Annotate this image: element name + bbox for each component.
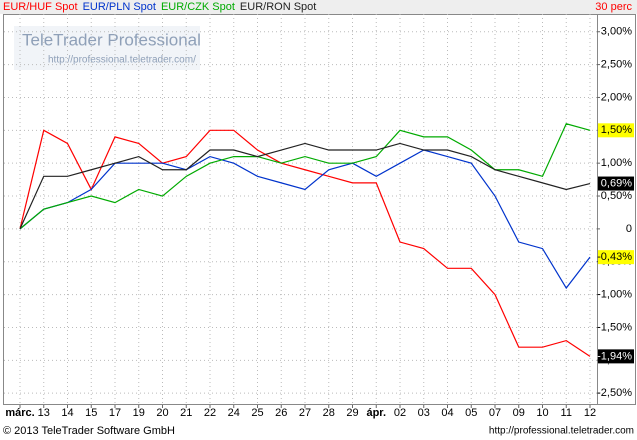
x-tick-label: 07 xyxy=(489,407,501,419)
y-tick-label: 2,00% xyxy=(601,91,632,103)
y-tick-label: 0 xyxy=(626,223,632,235)
legend-entry: EUR/CZK Spot xyxy=(161,1,235,13)
x-tick-label: 05 xyxy=(465,407,477,419)
x-tick-label: 27 xyxy=(299,407,311,419)
end-label: 1,50% xyxy=(601,124,632,136)
series-line xyxy=(19,142,591,230)
y-tick-label: -1,50% xyxy=(597,321,632,333)
x-tick-label: 15 xyxy=(85,407,97,419)
y-tick-label: 0,50% xyxy=(601,190,632,202)
end-label: -0,43% xyxy=(597,251,632,263)
footer-copyright: © 2013 TeleTrader Software GmbH xyxy=(3,425,175,437)
x-tick-label: 09 xyxy=(513,407,525,419)
header-bar xyxy=(0,0,637,14)
x-tick-label: márc. xyxy=(5,407,34,419)
legend-entry: EUR/HUF Spot xyxy=(3,1,78,13)
x-tick-label: 13 xyxy=(38,407,50,419)
end-label-box xyxy=(598,123,634,138)
end-label-box xyxy=(598,176,634,191)
x-tick-label: 20 xyxy=(156,407,168,419)
x-tick-label: 11 xyxy=(561,407,572,419)
y-tick-label: 1,00% xyxy=(601,157,632,169)
axis-frame xyxy=(597,14,636,405)
x-tick-label: 21 xyxy=(180,407,192,419)
x-tick-label: 29 xyxy=(346,407,358,419)
period-label: 30 perc xyxy=(595,1,632,13)
x-tick-label: 17 xyxy=(109,407,121,419)
x-tick-label: 10 xyxy=(536,407,548,419)
y-tick-label: 3,00% xyxy=(601,26,632,38)
watermark-url: http://professional.teletrader.com/ xyxy=(48,55,196,66)
legend-entry: EUR/RON Spot xyxy=(240,1,316,13)
end-label: 0,69% xyxy=(601,177,632,189)
watermark-title: TeleTrader Professional xyxy=(22,30,201,49)
series-line xyxy=(19,129,591,357)
end-label-box xyxy=(598,250,634,265)
end-label-box xyxy=(598,349,634,364)
watermark-box xyxy=(14,26,200,70)
x-tick-label: 14 xyxy=(61,407,73,419)
y-tick-label: -1,00% xyxy=(597,289,632,301)
x-tick-label: 02 xyxy=(394,407,406,419)
x-tick-label: 03 xyxy=(418,407,430,419)
x-tick-label: 25 xyxy=(251,407,263,419)
legend-entry: EUR/PLN Spot xyxy=(83,1,156,13)
footer-url: http://professional.teletrader.com xyxy=(489,426,634,437)
x-tick-label: 22 xyxy=(204,407,216,419)
y-tick-label: -2,50% xyxy=(597,387,632,399)
x-tick-label: 28 xyxy=(323,407,335,419)
y-tick-label: 2,50% xyxy=(601,59,632,71)
x-tick-label: 12 xyxy=(584,407,596,419)
x-tick-label: 19 xyxy=(133,407,145,419)
x-tick-label: ápr. xyxy=(366,407,386,419)
x-tick-label: 24 xyxy=(228,407,240,419)
x-tick-label: 04 xyxy=(441,407,453,419)
end-label: -1,94% xyxy=(597,350,632,362)
x-tick-label: 26 xyxy=(275,407,287,419)
